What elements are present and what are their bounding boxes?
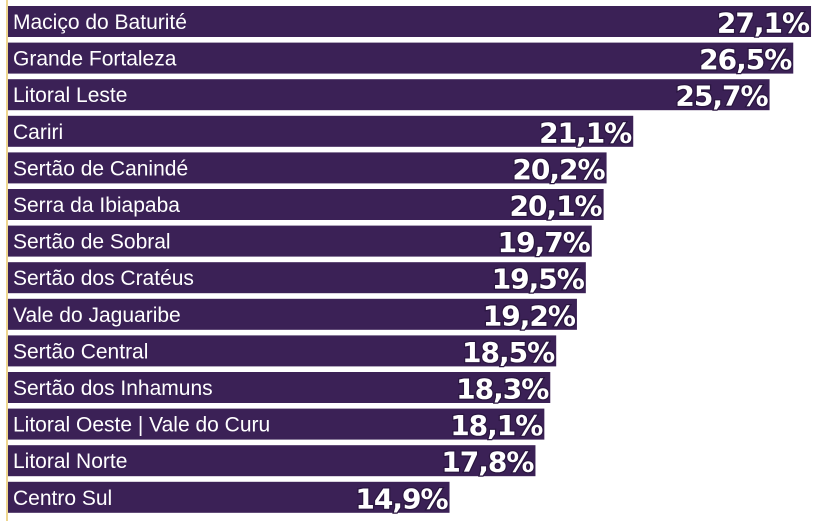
category-label: Litoral Oeste | Vale do Curu <box>13 414 270 437</box>
bar <box>8 481 450 513</box>
category-label: Litoral Norte <box>13 450 127 473</box>
bar <box>8 262 586 294</box>
bar <box>8 298 577 330</box>
value-label: 19,5% <box>492 263 585 296</box>
value-label: 18,1% <box>450 409 543 442</box>
value-label: 21,1% <box>539 116 632 149</box>
value-label: 14,9% <box>355 482 448 515</box>
bar <box>8 408 545 440</box>
category-label: Vale do Jaguaribe <box>13 304 181 327</box>
category-label: Cariri <box>13 121 63 144</box>
value-label: 17,8% <box>441 446 534 479</box>
category-label: Sertão dos Inhamuns <box>13 377 213 400</box>
value-label: 19,7% <box>498 226 591 259</box>
bar <box>8 6 812 37</box>
value-label: 20,1% <box>509 190 602 223</box>
bar <box>8 335 557 367</box>
value-label: 18,5% <box>462 336 555 369</box>
category-label: Maciço do Baturité <box>13 11 187 34</box>
bar <box>8 152 607 184</box>
bar <box>8 189 604 220</box>
category-label: Litoral Leste <box>13 84 127 107</box>
category-label: Sertão de Canindé <box>13 157 188 180</box>
bar <box>8 42 794 74</box>
category-label: Sertão dos Cratéus <box>13 267 194 290</box>
category-label: Sertão Central <box>13 340 148 363</box>
bar <box>8 115 634 147</box>
category-label: Serra da Ibiapaba <box>13 194 180 217</box>
category-label: Centro Sul <box>13 487 112 510</box>
bar <box>8 225 592 257</box>
value-label: 20,2% <box>512 153 605 186</box>
value-label: 26,5% <box>699 43 792 76</box>
bar <box>8 372 551 403</box>
bar <box>8 79 770 111</box>
bar <box>8 445 536 477</box>
category-label: Grande Fortaleza <box>13 48 177 71</box>
value-label: 18,3% <box>456 373 549 406</box>
value-label: 19,2% <box>483 299 576 332</box>
value-label: 25,7% <box>675 80 768 113</box>
category-label: Sertão de Sobral <box>13 231 171 254</box>
value-label: 27,1% <box>717 7 810 40</box>
